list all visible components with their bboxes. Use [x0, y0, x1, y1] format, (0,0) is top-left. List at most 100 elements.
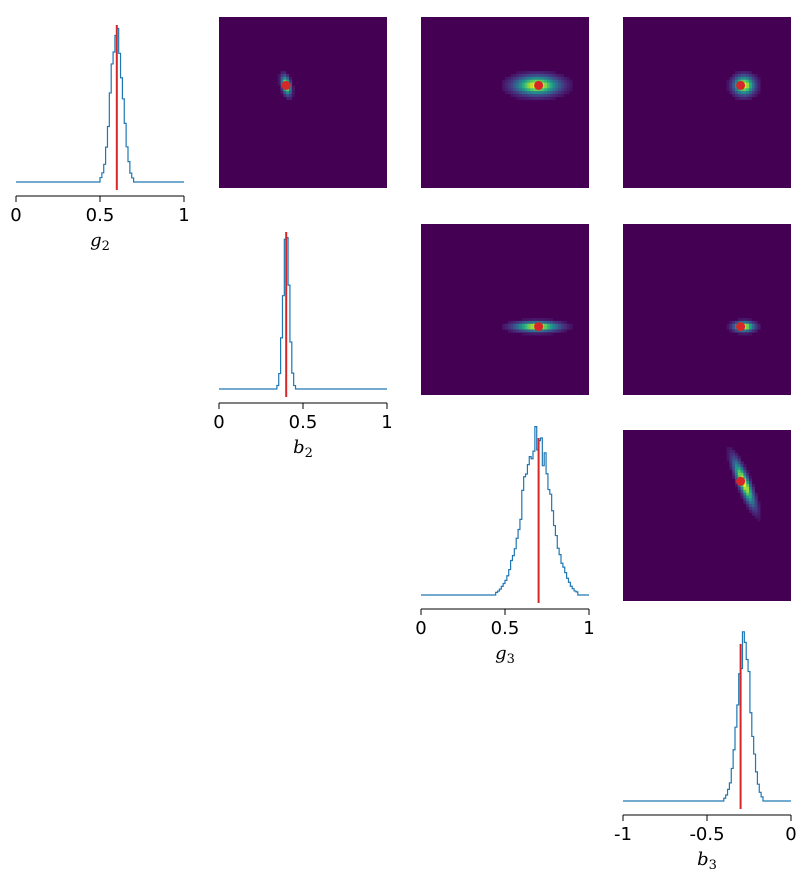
heatmap-cell	[746, 472, 750, 476]
heatmap-background	[219, 17, 387, 188]
heatmap-cell	[732, 85, 736, 89]
heatmap-cell	[749, 478, 753, 482]
heatmap-cell	[558, 82, 562, 86]
x-tick-label-b2: 0	[213, 412, 224, 433]
heatmap-cell	[729, 329, 733, 333]
truth-point	[736, 476, 746, 486]
heatmap-cell	[516, 91, 520, 95]
heatmap-cell	[533, 79, 537, 83]
heatmap-cell	[754, 492, 758, 496]
heatmap-cell	[547, 96, 551, 100]
heatmap-cell	[743, 318, 747, 322]
heatmap-cell	[516, 93, 520, 98]
heatmap-cell	[566, 91, 570, 95]
heatmap-cell	[737, 469, 741, 474]
heatmap-cell	[533, 88, 537, 92]
heatmap-cell	[524, 91, 528, 95]
heatmap-cell	[510, 85, 514, 89]
heatmap-cell	[737, 472, 741, 476]
heatmap-cell	[516, 329, 520, 333]
heatmap-cell	[516, 323, 520, 327]
heatmap-cell	[524, 79, 528, 83]
heatmap-cell	[527, 329, 531, 333]
heatmap-cell	[569, 323, 573, 327]
heatmap-cell	[555, 329, 559, 333]
heatmap-cell	[735, 329, 739, 333]
hist-panel-g2: 0 0.5 1 g2	[10, 25, 190, 254]
heatmap-cell	[749, 96, 753, 100]
heatmap-cell	[289, 91, 293, 95]
heatmap-cell	[743, 478, 747, 482]
heatmap-cell	[538, 329, 542, 333]
heatmap-cell	[751, 512, 755, 516]
heatmap-cell	[749, 498, 753, 502]
heatmap-cell	[740, 332, 744, 336]
heatmap-cell	[527, 93, 531, 98]
heatmap-cell	[737, 484, 741, 488]
heatmap-cell	[538, 71, 542, 75]
heatmap-cell	[743, 501, 747, 505]
heatmap-cell	[513, 93, 517, 98]
heatmap-cell	[280, 88, 284, 92]
heatmap-cell	[502, 326, 506, 330]
heatmap-cell	[549, 96, 553, 100]
heatmap-cell	[286, 93, 290, 98]
heatmap-cell	[535, 93, 539, 98]
heatmap-cell	[516, 82, 520, 86]
heatmap-cell	[757, 518, 761, 522]
heatmap-cell	[507, 76, 511, 80]
heatmap-cell	[757, 506, 761, 511]
heatmap-cell	[729, 464, 733, 468]
heatmap-cell	[549, 71, 553, 75]
heatmap-cell	[533, 329, 537, 333]
heatmap-cell	[547, 76, 551, 80]
heatmap-cell	[521, 323, 525, 327]
heatmap-cell	[507, 82, 511, 86]
heatmap-cell	[535, 91, 539, 95]
heatmap-cell	[749, 93, 753, 98]
heatmap-cell	[746, 82, 750, 86]
heatmap-cell	[521, 332, 525, 336]
heatmap-cell	[726, 88, 730, 92]
heatmap-cell	[754, 506, 758, 511]
heatmap-cell	[530, 329, 534, 333]
heatmap-cell	[530, 93, 534, 98]
heatmap-cell	[732, 91, 736, 95]
heatmap-cell	[519, 323, 523, 327]
heatmap-cell	[555, 326, 559, 330]
heatmap-cell	[561, 88, 565, 92]
heatmap-cell	[544, 320, 548, 325]
heatmap-cell	[502, 88, 506, 92]
heatmap-cell	[527, 326, 531, 330]
heatmap-cell	[561, 93, 565, 98]
heatmap-cell	[743, 481, 747, 485]
heatmap-cell	[561, 82, 565, 86]
truth-point	[736, 80, 746, 90]
heatmap-cell	[754, 91, 758, 95]
heatmap-cell	[521, 96, 525, 100]
heatmap-cell	[569, 79, 573, 83]
heatmap-cell	[535, 318, 539, 322]
heatmap-cell	[563, 323, 567, 327]
heatmap-cell	[524, 96, 528, 100]
heatmap-cell	[561, 76, 565, 80]
heatmap-cell	[549, 320, 553, 325]
heatmap-cell	[535, 88, 539, 92]
heatmap-cell	[746, 88, 750, 92]
heatmap-cell	[505, 82, 509, 86]
heatmap-cell	[527, 320, 531, 325]
x-tick-label-b3: 0	[785, 824, 796, 845]
heatmap-cell	[561, 79, 565, 83]
heatmap-cell	[527, 71, 531, 75]
heatmap-cell	[732, 458, 736, 462]
heatmap-cell	[547, 332, 551, 336]
heatmap-cell	[746, 93, 750, 98]
heatmap-cell	[563, 329, 567, 333]
heatmap-cell	[563, 91, 567, 95]
heatmap-cell	[533, 74, 537, 78]
heatmap-cell	[561, 323, 565, 327]
heatmap-cell	[754, 88, 758, 92]
heatmap-cell	[751, 509, 755, 513]
heatmap-cell	[743, 489, 747, 493]
heatmap-cell	[544, 88, 548, 92]
